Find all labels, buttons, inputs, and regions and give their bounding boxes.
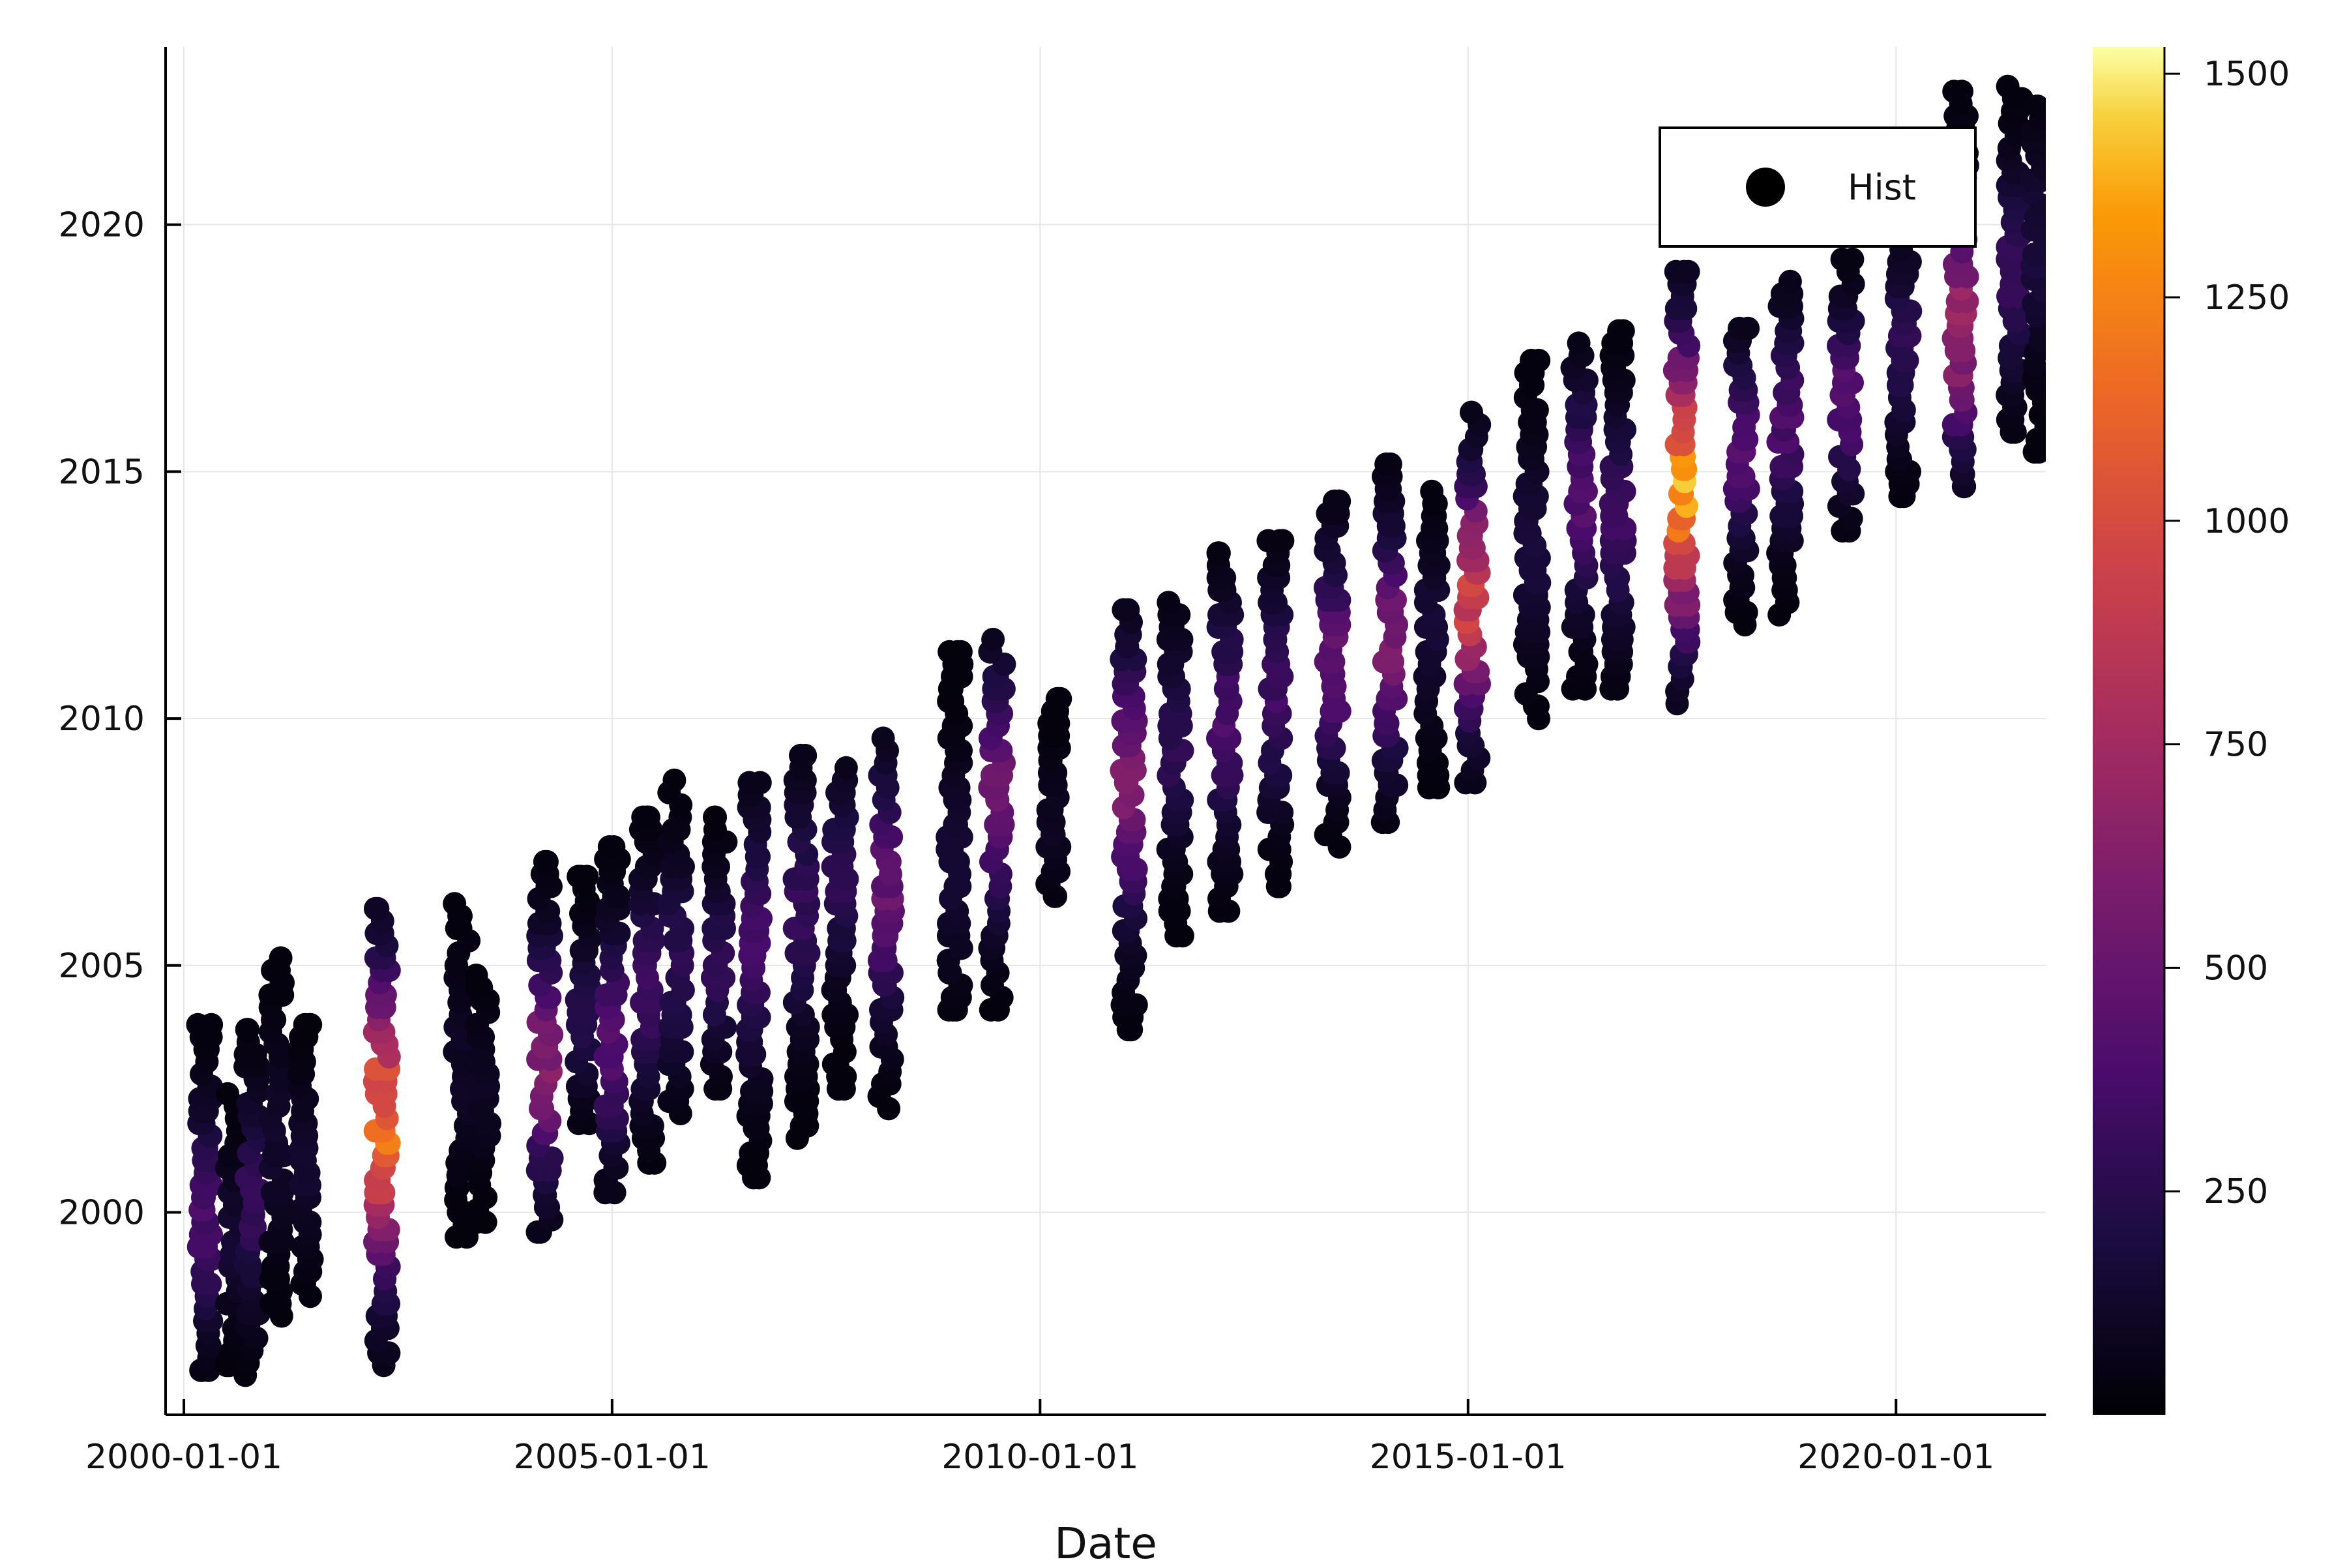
data-point <box>789 743 812 767</box>
data-point <box>443 892 467 916</box>
data-point <box>1607 319 1631 343</box>
x-tick-label: 2015-01-01 <box>1370 1438 1567 1477</box>
x-tick-label: 2020-01-01 <box>1797 1438 1994 1477</box>
x-axis-title: Date <box>1054 1518 1157 1565</box>
colorbar-gradient <box>2093 47 2164 1415</box>
data-point <box>299 1013 323 1037</box>
data-point <box>834 756 858 780</box>
data-point <box>636 805 660 829</box>
colorbar-tick-label: 1250 <box>2204 278 2290 318</box>
data-point <box>871 726 895 750</box>
data-point <box>1420 479 1444 503</box>
data-point <box>597 835 621 859</box>
data-point <box>1840 247 1865 271</box>
colorbar-tick-label: 250 <box>2204 1172 2268 1211</box>
data-point <box>2025 94 2046 118</box>
colorbar-tick-label: 500 <box>2204 949 2268 988</box>
legend-label: Hist <box>1848 167 1916 208</box>
data-point <box>1460 400 1483 424</box>
data-point <box>1950 80 1973 104</box>
data-point <box>1778 269 1802 293</box>
data-point <box>568 865 593 889</box>
data-point <box>1374 452 1398 476</box>
data-point <box>269 946 293 970</box>
y-tick-label: 2015 <box>59 452 145 492</box>
colorbar-tick-label: 1000 <box>2204 502 2290 541</box>
data-point <box>703 805 728 829</box>
legend[interactable]: Hist <box>1659 126 1977 248</box>
legend-box <box>1659 126 1977 248</box>
data-point <box>199 1013 224 1037</box>
data-point <box>662 768 686 792</box>
data-point <box>364 896 387 921</box>
data-point <box>1045 687 1069 711</box>
data-points <box>186 74 2046 1387</box>
colorbar-tick-label: 1500 <box>2204 55 2290 94</box>
data-point <box>235 1018 259 1042</box>
data-point <box>1327 489 1351 513</box>
colorbar-tick-label: 750 <box>2204 726 2268 765</box>
data-point <box>1206 541 1230 565</box>
data-point <box>535 850 559 874</box>
y-ticks: 2000 2005 2010 2015 2020 <box>59 206 181 1232</box>
y-tick-label: 2020 <box>59 206 145 245</box>
colorbar <box>2093 47 2166 1415</box>
data-point <box>981 627 1005 651</box>
data-point <box>945 640 969 664</box>
axes <box>164 47 2046 1416</box>
y-tick-label: 2000 <box>59 1193 145 1232</box>
y-tick-label: 2005 <box>59 947 145 986</box>
x-tick-label: 2010-01-01 <box>941 1438 1138 1477</box>
data-point <box>216 1082 240 1106</box>
data-point <box>1664 259 1688 284</box>
data-point <box>1996 74 2020 98</box>
y-tick-label: 2010 <box>59 700 145 739</box>
legend-marker <box>1746 168 1785 207</box>
data-point <box>1567 331 1591 355</box>
data-point <box>1112 598 1136 622</box>
data-point <box>1157 591 1181 615</box>
x-tick-label: 2005-01-01 <box>514 1438 711 1477</box>
data-point <box>1736 316 1760 340</box>
colorbar-ticks: 250 500 750 1000 1250 1500 <box>2164 55 2290 1211</box>
x-tick-label: 2000-01-01 <box>85 1438 282 1477</box>
data-point <box>1268 529 1292 553</box>
data-point <box>737 771 761 795</box>
x-ticks: 2000-01-01 2005-01-01 2010-01-01 2015-01-01… <box>85 1399 1994 1477</box>
data-point <box>464 963 488 987</box>
data-point <box>1520 348 1543 372</box>
